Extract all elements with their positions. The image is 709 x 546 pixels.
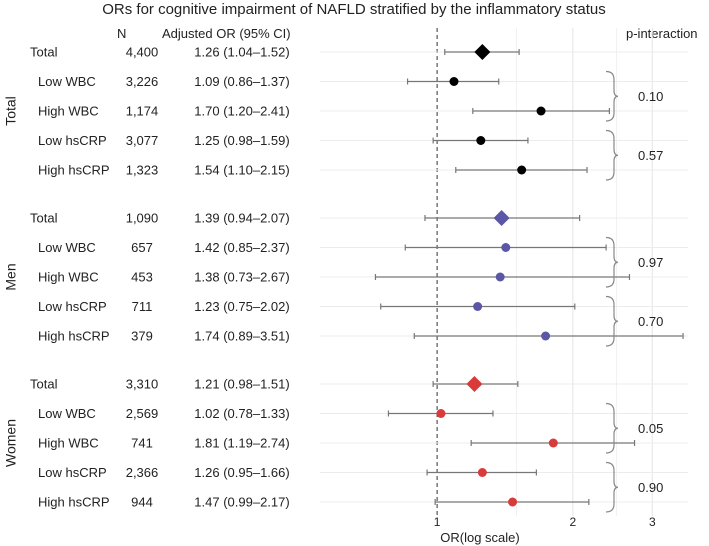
group-label: Total (3, 96, 19, 126)
p-interaction-value: 0.10 (638, 89, 663, 104)
row-or-ci: 1.42 (0.85–2.37) (194, 240, 289, 255)
forest-groups: Total Total 4,400 1.26 (1.04–1.52) Low WBC 3,… (3, 44, 688, 513)
row-label: High hsCRP (38, 495, 110, 510)
header-n: N (117, 26, 126, 41)
x-axis: 1 2 3 (434, 515, 656, 529)
p-interaction-value: 0.70 (638, 314, 663, 329)
row-n: 2,366 (126, 465, 159, 480)
row-n: 944 (131, 495, 153, 510)
point-estimate (495, 272, 505, 282)
x-tick-label: 2 (570, 515, 577, 529)
row-or-ci: 1.21 (0.98–1.51) (194, 377, 289, 392)
group-men: Men Total 1,090 1.39 (0.94–2.07) Low WBC 657 1… (3, 210, 688, 347)
row-or-ci: 1.39 (0.94–2.07) (194, 211, 289, 226)
row-n: 657 (131, 240, 153, 255)
p-interaction-value: 0.90 (638, 480, 663, 495)
row-n: 1,174 (126, 104, 159, 119)
header-p-interaction: p-interaction (626, 26, 698, 41)
row-or-ci: 1.26 (0.95–1.66) (194, 465, 289, 480)
row-n: 741 (131, 436, 153, 451)
row-or-ci: 1.09 (0.86–1.37) (194, 74, 289, 89)
point-estimate (541, 331, 551, 341)
row-or-ci: 1.81 (1.19–2.74) (194, 436, 289, 451)
row-label: High WBC (38, 104, 99, 119)
x-axis-label: OR(log scale) (440, 530, 519, 545)
row-label: Total (30, 45, 58, 60)
row-n: 4,400 (126, 45, 159, 60)
row-or-ci: 1.23 (0.75–2.02) (194, 299, 289, 314)
group-label: Men (3, 263, 19, 290)
point-estimate (449, 77, 459, 86)
p-interaction-value: 0.05 (638, 421, 663, 436)
point-estimate (517, 165, 527, 175)
point-estimate-diamond (474, 44, 491, 60)
point-estimate (473, 302, 483, 311)
row-or-ci: 1.38 (0.73–2.67) (194, 270, 289, 285)
p-interaction-value: 0.97 (638, 255, 663, 270)
row-label: High hsCRP (38, 329, 110, 344)
row-n: 453 (131, 270, 153, 285)
point-estimate (501, 243, 511, 252)
header-or-ci: Adjusted OR (95% CI) (162, 26, 291, 41)
p-interaction-brace (605, 129, 619, 181)
p-interaction-brace (605, 461, 619, 513)
point-estimate (436, 409, 446, 418)
group-women: Women Total 3,310 1.21 (0.98–1.51) Low WBC 2,… (3, 376, 688, 513)
row-label: High WBC (38, 436, 99, 451)
row-n: 3,310 (126, 377, 159, 392)
row-or-ci: 1.54 (1.10–2.15) (194, 163, 289, 178)
row-label: Low hsCRP (38, 299, 107, 314)
p-interaction-value: 0.57 (638, 148, 663, 163)
row-or-ci: 1.26 (1.04–1.52) (194, 45, 289, 60)
p-interaction-brace (605, 70, 619, 122)
row-label: Total (30, 211, 58, 226)
group-label: Women (3, 419, 19, 467)
row-or-ci: 1.25 (0.98–1.59) (194, 133, 289, 148)
x-tick-label: 1 (434, 515, 441, 529)
point-estimate (476, 136, 486, 145)
row-or-ci: 1.74 (0.89–3.51) (194, 329, 289, 344)
point-estimate-diamond (466, 376, 483, 392)
row-n: 1,323 (126, 163, 159, 178)
row-label: High hsCRP (38, 163, 110, 178)
point-estimate (477, 468, 487, 477)
point-estimate (548, 438, 558, 448)
row-label: Low WBC (38, 240, 96, 255)
point-estimate-diamond (493, 210, 510, 226)
row-n: 2,569 (126, 406, 159, 421)
x-tick-label: 3 (649, 515, 656, 529)
row-or-ci: 1.02 (0.78–1.33) (194, 406, 289, 421)
row-label: Total (30, 377, 58, 392)
chart-title: ORs for cognitive impairment of NAFLD st… (102, 1, 606, 18)
p-interaction-brace (605, 236, 619, 288)
row-n: 1,090 (126, 211, 159, 226)
row-or-ci: 1.70 (1.20–2.41) (194, 104, 289, 119)
point-estimate (536, 106, 546, 116)
row-n: 711 (132, 299, 153, 314)
p-interaction-brace (605, 295, 619, 347)
row-label: Low hsCRP (38, 133, 107, 148)
row-label: Low WBC (38, 406, 96, 421)
row-n: 3,226 (126, 74, 159, 89)
p-interaction-brace (605, 402, 619, 454)
row-label: High WBC (38, 270, 99, 285)
row-n: 379 (131, 329, 153, 344)
plot-grid (436, 28, 653, 516)
row-label: Low hsCRP (38, 465, 107, 480)
row-or-ci: 1.47 (0.99–2.17) (194, 495, 289, 510)
row-n: 3,077 (126, 133, 159, 148)
row-label: Low WBC (38, 74, 96, 89)
group-total: Total Total 4,400 1.26 (1.04–1.52) Low WBC 3,… (3, 44, 688, 181)
point-estimate (508, 497, 518, 507)
